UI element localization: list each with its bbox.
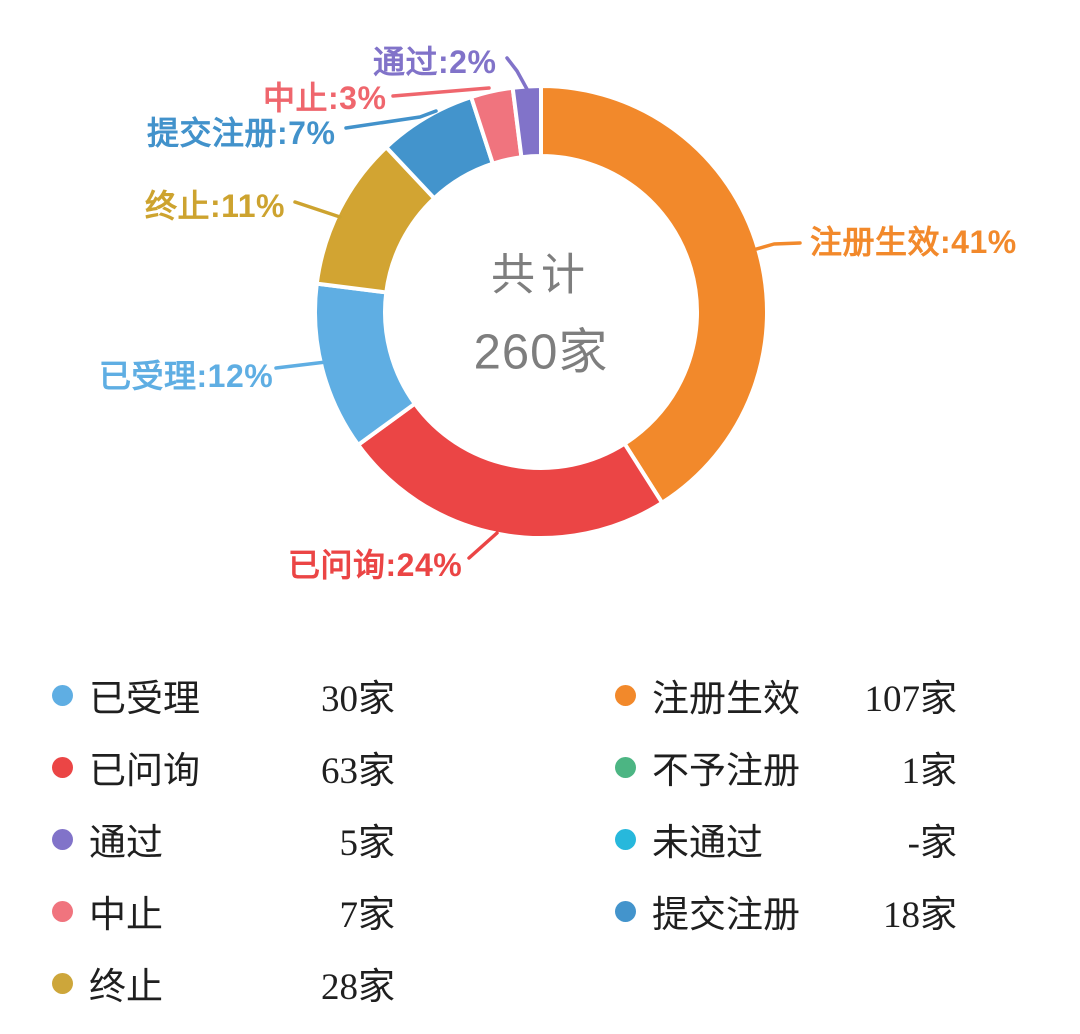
callout-passed: 通过:2% bbox=[373, 44, 497, 80]
legend-column-left: 已受理 30家 已问询 63家 通过 5家 中止 7家 终止 28家 bbox=[52, 677, 395, 1008]
legend-count: 18家 bbox=[883, 895, 957, 936]
total-caption: 共计 bbox=[490, 250, 591, 300]
legend-dot-icon bbox=[52, 828, 73, 850]
legend-label: 已问询 bbox=[89, 750, 200, 791]
callout-submitted-registration: 提交注册:7% bbox=[147, 115, 336, 151]
legend-item-registration-effective: 注册生效 107家 bbox=[615, 677, 957, 720]
legend-label: 已受理 bbox=[89, 678, 200, 719]
legend-label: 中止 bbox=[89, 894, 163, 935]
legend-count: 63家 bbox=[321, 751, 395, 792]
legend-label: 通过 bbox=[89, 822, 163, 863]
legend-dot-icon bbox=[615, 684, 636, 706]
legend-label: 注册生效 bbox=[652, 678, 800, 719]
legend-count: 7家 bbox=[339, 895, 396, 936]
legend-dot-icon bbox=[615, 756, 636, 778]
legend-dot-icon bbox=[52, 972, 73, 994]
total-value: 260家 bbox=[473, 325, 609, 380]
legend-item-terminated: 终止 28家 bbox=[52, 965, 395, 1008]
legend-column-right: 注册生效 107家 不予注册 1家 未通过 -家 提交注册 18家 bbox=[615, 677, 957, 936]
donut-slice bbox=[356, 401, 665, 540]
legend-dot-icon bbox=[52, 756, 73, 778]
callout-terminated: 终止:11% bbox=[145, 188, 285, 224]
legend-count: 30家 bbox=[321, 679, 395, 720]
callout-inquired: 已问询:24% bbox=[288, 547, 463, 583]
legend-count: -家 bbox=[907, 823, 957, 864]
legend-label: 终止 bbox=[89, 966, 163, 1007]
legend-count: 1家 bbox=[901, 751, 958, 792]
legend-item-suspended: 中止 7家 bbox=[52, 893, 395, 936]
legend-label: 不予注册 bbox=[652, 750, 800, 791]
legend-count: 28家 bbox=[321, 967, 395, 1008]
legend-count: 107家 bbox=[864, 679, 958, 720]
callout-accepted: 已受理:12% bbox=[99, 358, 274, 394]
donut-chart bbox=[313, 83, 769, 540]
legend-label: 提交注册 bbox=[652, 894, 800, 935]
donut-slice bbox=[539, 84, 769, 505]
legend-item-submitted-registration: 提交注册 18家 bbox=[615, 893, 957, 936]
legend-count: 5家 bbox=[339, 823, 396, 864]
legend-dot-icon bbox=[52, 684, 73, 706]
legend-dot-icon bbox=[615, 900, 636, 922]
legend-label: 未通过 bbox=[652, 822, 763, 863]
callout-registration-effective: 注册生效:41% bbox=[810, 224, 1017, 260]
legend-dot-icon bbox=[52, 900, 73, 922]
legend-item-not-passed: 未通过 -家 bbox=[615, 821, 957, 864]
legend-item-registration-denied: 不予注册 1家 bbox=[615, 749, 957, 792]
legend-item-passed: 通过 5家 bbox=[52, 821, 395, 864]
legend-dot-icon bbox=[615, 828, 636, 850]
chart-center-total: 共计 260家 bbox=[474, 239, 609, 384]
legend-item-inquired: 已问询 63家 bbox=[52, 749, 395, 792]
callout-suspended: 中止:3% bbox=[263, 80, 387, 116]
legend-item-accepted: 已受理 30家 bbox=[52, 677, 395, 720]
